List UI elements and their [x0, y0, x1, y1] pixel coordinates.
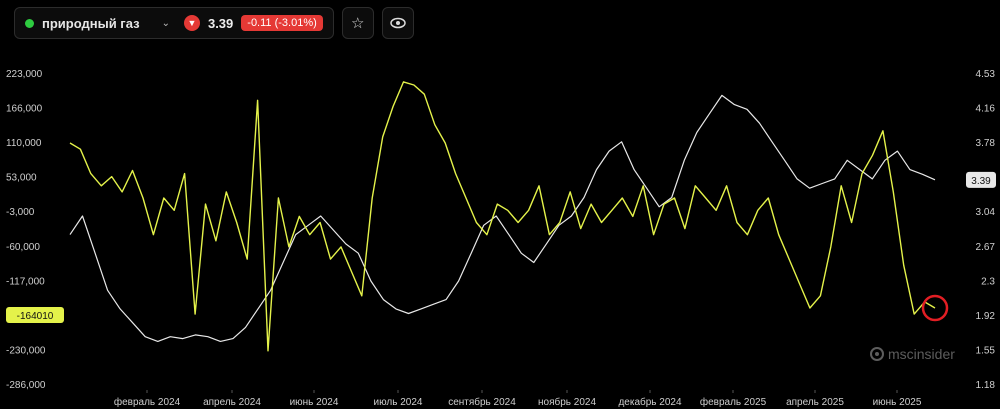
chevron-down-icon[interactable]: ⌄ [161, 17, 170, 29]
brand-logo-icon [870, 347, 884, 361]
brand-name: mscinsider [888, 346, 955, 362]
eye-icon[interactable] [381, 7, 414, 39]
last-right-value-label: 3.39 [971, 176, 991, 187]
last-right-value-box [966, 171, 996, 188]
x-tick-label: декабрь 2024 [618, 396, 682, 408]
y-right-tick-label: 4.53 [976, 69, 996, 80]
current-price: 3.39 [207, 15, 234, 31]
last-point-marker [921, 294, 949, 322]
y-left-tick-label: 223,000 [6, 69, 43, 80]
price-change-badge: -0.11 (-3.01%) [241, 15, 323, 31]
x-tick-label: июнь 2025 [873, 397, 922, 408]
y-left-tick-label: 110,000 [6, 138, 42, 149]
series-line-white [69, 94, 936, 342]
y-left-tick-label: -3,000 [6, 207, 35, 218]
y-right-tick-label: 3.04 [976, 207, 996, 218]
market-status-dot [25, 18, 34, 28]
y-right-tick-label: 4.16 [976, 104, 996, 115]
y-left-tick-label: -117,000 [6, 276, 45, 287]
last-left-value-box [6, 307, 64, 323]
y-right-tick-label: 1.55 [976, 345, 996, 356]
x-tick-label: февраль 2025 [700, 396, 767, 408]
y-left-tick-label: -286,000 [6, 380, 46, 391]
y-left-tick-label: 53,000 [6, 173, 37, 184]
x-tick-label: июнь 2024 [290, 397, 339, 408]
x-tick-label: ноябрь 2024 [538, 396, 596, 408]
y-left-tick-label: -230,000 [6, 345, 46, 356]
y-right-tick-label: 3.78 [976, 138, 996, 149]
y-left-tick-label: 166,000 [6, 104, 43, 115]
x-tick-label: апрель 2025 [786, 397, 844, 408]
x-tick-label: июль 2024 [374, 397, 423, 408]
series-line-yellow [69, 81, 936, 352]
last-left-value-label: -164010 [17, 311, 54, 322]
x-tick-label: апрель 2024 [203, 397, 261, 408]
star-icon[interactable]: ☆ [341, 7, 374, 39]
price-down-icon: ▼ [183, 15, 200, 31]
x-tick-label: сентябрь 2024 [448, 396, 516, 408]
y-right-tick-label: 2.67 [976, 242, 996, 253]
y-right-tick-label: 2.3 [981, 276, 995, 287]
y-right-tick-label: 1.92 [976, 311, 996, 322]
y-right-tick-label: 1.18 [976, 380, 996, 391]
brand-logo: mscinsider [870, 346, 955, 362]
asset-name: природный газ [42, 15, 140, 31]
chart-toolbar: природный газ ⌄ ▼ 3.39 -0.11 (-3.01%) ☆ [14, 7, 414, 39]
y-left-tick-label: -60,000 [6, 242, 40, 253]
asset-selector[interactable]: природный газ ⌄ ▼ 3.39 -0.11 (-3.01%) [14, 7, 334, 39]
x-tick-label: февраль 2024 [114, 396, 181, 408]
